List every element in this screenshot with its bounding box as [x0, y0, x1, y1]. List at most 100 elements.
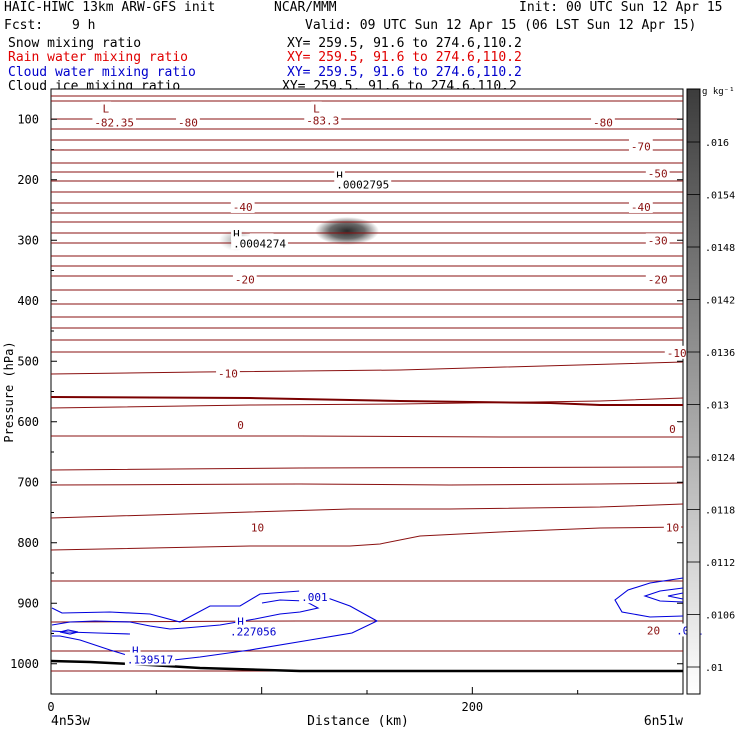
- cloud-water-contour-east-core: [667, 592, 684, 600]
- extremum-label: L: [313, 102, 320, 115]
- colorbar-tick-label: .0136: [705, 348, 735, 359]
- field-name-snow: Snow mixing ratio: [8, 36, 142, 51]
- temperature-label-bg: [663, 520, 682, 534]
- extremum-label: .227056: [230, 626, 276, 639]
- colorbar-ticks: .016 .0154 .0148 .0142 .0136 .013 .0124 .0118 .0…: [687, 138, 735, 674]
- x-endpoint-left: 4n53w: [51, 714, 90, 729]
- temperature-label-bg: [667, 422, 678, 436]
- header-valid: Valid: 09 UTC Sun 12 Apr 15 (06 LST Sun …: [305, 18, 697, 33]
- terrain-line: [50, 659, 683, 673]
- isotherm-curve: [50, 503, 684, 519]
- isotherm-curve: [50, 397, 684, 409]
- header-fcst-label: Fcst:: [4, 18, 44, 33]
- temperature-label: 10: [251, 522, 264, 535]
- temperature-label-bg: [628, 139, 653, 153]
- y-tick-label: 500: [17, 354, 39, 368]
- extremum-label-bg: [124, 652, 176, 666]
- temperature-label: -20: [235, 274, 255, 287]
- temperature-label: -10: [218, 367, 238, 380]
- x-tick-label: 200: [461, 700, 483, 714]
- y-tick-label: 300: [17, 233, 39, 247]
- y-tick-label: 400: [17, 294, 39, 308]
- isotherm-curve: [50, 482, 684, 486]
- extremum-label-bg: [228, 624, 279, 638]
- temperature-label-bg: [664, 345, 689, 359]
- isotherm-zero: [50, 396, 683, 406]
- temperature-label-bg: [591, 115, 615, 129]
- header-org: NCAR/MMM: [274, 0, 337, 15]
- y-axis-title: Pressure (hPa): [2, 341, 16, 442]
- temperature-label: -82.35: [94, 116, 134, 129]
- temperature-label: 20: [647, 624, 660, 637]
- colorbar-tick-label: .0112: [705, 558, 735, 569]
- temperature-label: -40: [233, 201, 253, 214]
- temperature-label: -83.3: [306, 114, 339, 127]
- temperature-label-bg: [235, 417, 246, 431]
- header-model: HAIC-HIWC 13km ARW-GFS init: [4, 0, 216, 15]
- extremum-label: L: [102, 102, 109, 115]
- temperature-label: 10: [666, 522, 679, 535]
- isotherm-curve: [51, 435, 683, 438]
- temperature-label-bg: [248, 520, 267, 534]
- colorbar-tick-label: .0154: [705, 191, 735, 202]
- y-tick-label: 800: [17, 536, 39, 550]
- temperature-label: 0: [237, 419, 244, 432]
- isotherm-curve: [50, 620, 683, 623]
- header-fcst-value: 9 h: [72, 18, 96, 33]
- y-tick-label: 1000: [10, 657, 39, 671]
- colorbar: [686, 88, 701, 695]
- temperature-label: -80: [178, 116, 198, 129]
- extremum-label-bg: [235, 614, 246, 628]
- isotherm-curve: [50, 526, 684, 551]
- colorbar-tick-label: .0118: [705, 506, 735, 517]
- isotherm-curve: [50, 361, 684, 375]
- field-xy-cloud-water: XY= 259.5, 91.6 to 274.6,110.2: [287, 65, 522, 80]
- temperature-label-bg: [176, 115, 200, 129]
- contour-labels: -82.35-80-83.3-80-70-50-40-40-30-30-20-2…: [92, 101, 705, 667]
- colorbar-tick-label: .016: [705, 138, 729, 149]
- field-xy-snow: XY= 259.5, 91.6 to 274.6,110.2: [287, 36, 522, 51]
- extremum-label: .0002795: [336, 179, 389, 192]
- temperature-label-bg: [232, 272, 257, 286]
- colorbar-unit: g kg⁻¹: [702, 87, 735, 97]
- cloud-water-contour-small: [59, 629, 79, 635]
- temperature-label: -70: [631, 140, 651, 153]
- cloud-water-label-bg: [299, 590, 330, 604]
- temperature-label-bg: [645, 272, 670, 286]
- y-tick-label: 200: [17, 173, 39, 187]
- temperature-label-bg: [644, 623, 663, 637]
- y-tick-label: 700: [17, 475, 39, 489]
- extremum-label-bg: [100, 101, 112, 115]
- extremum-label: .0004274: [233, 237, 286, 250]
- field-name-rain: Rain water mixing ratio: [8, 50, 189, 65]
- isotherm-curve: [50, 466, 684, 471]
- cloud-water-contour-east-outer: [614, 577, 684, 618]
- extremum-label-bg: [311, 101, 322, 115]
- x-axis-title: Distance (km): [307, 714, 409, 729]
- temperature-label-bg: [645, 233, 670, 247]
- x-axis: 0 200: [47, 687, 684, 714]
- temperature-label-bg: [628, 199, 653, 213]
- colorbar-tick-label: .01: [705, 663, 723, 674]
- extremum-label-bg: [231, 236, 288, 250]
- extremum-label-bg: [231, 227, 242, 241]
- colorbar-tick-label: .0124: [705, 453, 735, 464]
- temperature-label-bg: [216, 366, 240, 380]
- field-name-cloud-water: Cloud water mixing ratio: [8, 65, 196, 80]
- temperature-contours: [50, 95, 684, 672]
- extremum-label-bg: [129, 643, 141, 657]
- y-tick-label: 600: [17, 415, 39, 429]
- extremum-label-bg: [334, 168, 345, 182]
- temperature-label: -20: [648, 274, 668, 287]
- temperature-label: -80: [593, 116, 613, 129]
- y-tick-label: 100: [17, 112, 39, 126]
- temperature-label: -40: [631, 201, 651, 214]
- extremum-label: H: [132, 644, 139, 657]
- cloud-water-contour-inner: [51, 599, 320, 630]
- temperature-label: -50: [648, 168, 668, 181]
- field-xy-rain: XY= 259.5, 91.6 to 274.6,110.2: [287, 50, 522, 65]
- colorbar-tick-label: .0106: [705, 611, 735, 622]
- x-tick-label: 0: [47, 700, 54, 714]
